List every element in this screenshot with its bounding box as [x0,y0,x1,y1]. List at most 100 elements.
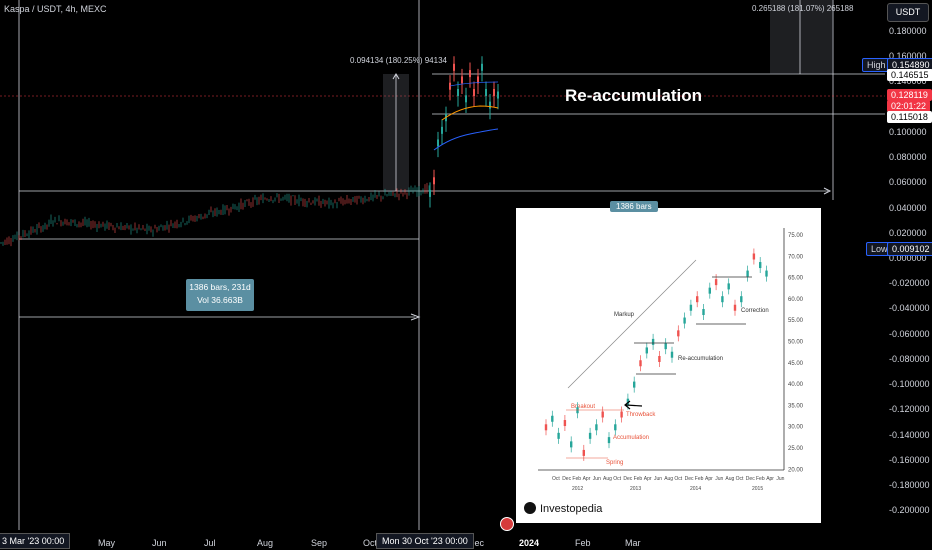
inset-candle-body [551,415,554,422]
inset-label-markup: Markup [614,312,635,318]
inset-x-tick: Feb [572,476,581,482]
time-label-year: 2024 [519,538,540,548]
currency-button[interactable]: USDT [887,3,929,22]
inset-y-tick: 40.00 [788,382,804,388]
price-tick-label: -0.120000 [889,404,930,415]
inset-x-tick: Jun [593,476,601,482]
candle-body [477,76,479,84]
inset-label-breakout: Breakout [571,404,595,410]
price-tick-label: 0.160000 [889,51,927,62]
inset-y-tick: 70.00 [788,254,804,260]
inset-candle-body [689,304,693,311]
time-label: Jul [204,538,216,548]
event-badge-icon[interactable] [500,517,514,531]
time-label: Feb [575,538,591,548]
price-tick-label: -0.040000 [889,303,930,314]
inset-y-tick: 75.00 [788,233,804,239]
time-cursor-box: Mon 30 Oct '23 00:00 [376,533,474,549]
time-label: Aug [257,538,274,548]
inset-label-reaccumulation: Re-accumulation [678,356,723,362]
inset-year: 2015 [752,486,763,492]
inset-x-tick: Apr [644,476,652,482]
investopedia-logo-icon [524,502,536,514]
inset-label-spring: Spring [606,460,623,466]
inset-candle-body [721,296,724,303]
arrow-head [392,73,400,80]
date-range-bars: 1386 bars, 231d [189,282,251,292]
candles [0,56,499,247]
price-tick-label: -0.180000 [889,480,930,490]
inset-x-tick: Dec [562,476,571,482]
inset-candle-body [595,424,598,431]
inset-candle-body [601,411,604,418]
inset-candle-body [544,424,548,431]
price-tick-label: -0.200000 [889,505,930,516]
inset-x-tick: Feb [695,476,704,482]
inset-candle-body [563,420,567,427]
inset-x-tick: Jun [715,476,723,482]
inset-x-tick: Feb [634,476,643,482]
inset-candle-body [746,270,749,277]
candle-body [489,101,491,109]
inset-x-tick: Feb [756,476,765,482]
candle-body [465,95,467,103]
inset-label-correction: Correction [741,308,769,314]
price-tick-label: 0.140000 [889,76,927,87]
chart-title: Kaspa / USDT, 4h, MEXC [4,4,107,14]
inset-candle-body [570,441,573,448]
price-tick-label: -0.140000 [889,429,930,440]
inset-candle-body [645,347,648,354]
candle-body [437,139,439,147]
level-tag-2: 0.115018 [887,111,932,123]
inset-candle-body [677,330,680,337]
inset-candle-body [702,309,705,316]
inset-x-tick: Dec [746,476,755,482]
inset-candle-body [708,287,711,294]
candle-body [481,63,483,71]
moving-average-line [441,105,499,121]
wyckoff-diagram: 75.00 70.00 65.00 60.00 55.00 50.00 45.00 40.00… [524,228,804,515]
inset-x-tick: Aug [725,476,734,482]
inset-candle-body [614,424,617,431]
inset-candle-body [557,432,560,439]
inset-year: 2013 [630,486,641,492]
wyckoff-reference-image: 75.00 70.00 65.00 60.00 55.00 50.00 45.00 40.00… [516,208,821,523]
price-tick-label: -0.100000 [889,379,930,390]
price-tick-label: 0.000000 [889,253,927,263]
inset-x-tick: Oct [674,476,682,482]
inset-x-tick: Apr [705,476,713,482]
inset-x-tick: Dec [685,476,694,482]
price-tick-label: -0.160000 [889,454,930,465]
moving-average-line [449,81,499,87]
inset-y-tick: 20.00 [788,467,804,473]
inset-candle-body [765,270,768,277]
candle-body [469,70,471,78]
price-tick-label: -0.060000 [889,328,930,339]
arrow-head [823,187,832,195]
time-label: Mar [625,538,641,548]
inset-candle-body [733,304,737,311]
countdown-tag: 02:01:22 [887,100,931,112]
price-tick-label: 0.040000 [889,202,927,213]
inset-candle-body [626,398,630,405]
reaccumulation-label: Re-accumulation [565,86,702,105]
date-range-box: 1386 bars, 231d Vol 36.663B [186,279,254,311]
candle-body [461,76,463,84]
inset-y-tick: 25.00 [788,446,804,452]
inset-candle-body [651,338,655,345]
candle-body [473,89,475,97]
inset-x-tick: Dec [623,476,632,482]
inset-candle-body [740,296,743,303]
inset-candle-body [582,449,585,456]
inset-y-tick: 55.00 [788,318,804,324]
low-value: 0.009102 [887,242,932,256]
inset-y-tick: 30.00 [788,425,804,431]
inset-label-accumulation: Accumulation [613,435,649,441]
inset-y-tick: 35.00 [788,403,804,409]
candle-body [433,177,435,185]
inset-candle-body [588,432,592,439]
inset-x-tick: Oct [736,476,744,482]
inset-y-tick: 45.00 [788,361,804,367]
inset-candle-body [696,296,699,303]
